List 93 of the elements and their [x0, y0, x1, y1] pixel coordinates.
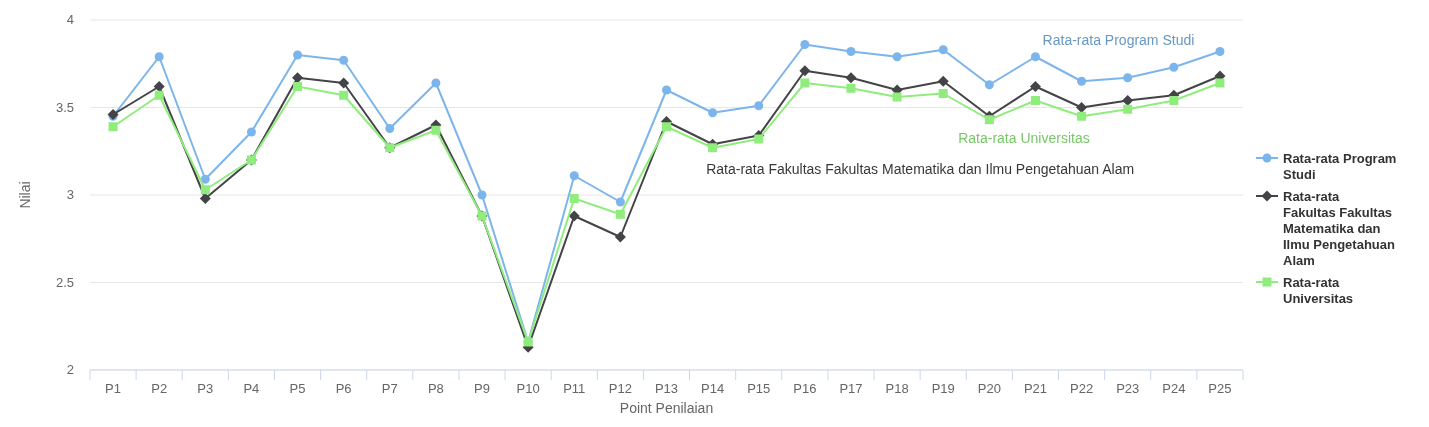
point [892, 52, 902, 62]
point [293, 82, 303, 91]
x-tick-label: P5 [289, 381, 306, 396]
y-tick-label: 2.5 [55, 274, 74, 290]
point [708, 143, 718, 153]
x-tick-label: P10 [516, 381, 540, 396]
x-tick-label: P4 [243, 381, 260, 396]
point [477, 190, 487, 200]
point [569, 194, 579, 203]
point [984, 80, 994, 90]
x-tick-label: P12 [608, 381, 632, 396]
point [431, 78, 441, 88]
annotation: Rata-rata Fakultas Fakultas Matematika dan Ilmu Pengetahuan Alam [706, 161, 1135, 177]
point [708, 108, 718, 118]
legend-label: Rata-rata Program Studi [1283, 150, 1397, 182]
point [200, 185, 210, 195]
x-tick-label: P3 [197, 381, 214, 396]
point [1030, 52, 1040, 62]
point [846, 83, 856, 93]
point [799, 65, 811, 77]
point [568, 210, 580, 222]
point [937, 75, 949, 87]
point [1122, 95, 1134, 106]
point [569, 171, 579, 181]
point [153, 81, 165, 92]
point [385, 124, 395, 133]
point [1077, 111, 1087, 121]
annotation: Rata-rata Universitas [958, 129, 1090, 146]
x-tick-label: P9 [474, 381, 490, 396]
x-tick-label: P24 [1162, 381, 1186, 396]
x-tick-label: P18 [885, 381, 909, 396]
x-tick-label: P8 [427, 381, 444, 396]
legend-label: Rata-rata Universitas [1283, 274, 1354, 306]
point [800, 78, 810, 88]
point [662, 122, 671, 132]
y-tick-label: 2 [66, 362, 74, 377]
point [154, 90, 164, 100]
y-tick-label: 3.5 [55, 99, 74, 115]
x-tick-label: P11 [563, 381, 586, 396]
x-tick-label: P19 [931, 381, 955, 396]
y-tick-label: 4 [66, 12, 74, 27]
point [1029, 81, 1041, 92]
point [1030, 96, 1040, 105]
point [615, 197, 625, 207]
point [938, 89, 948, 98]
y-axis-title: Nilai [17, 181, 33, 209]
point [1169, 62, 1179, 72]
point [614, 231, 626, 243]
x-tick-label: P25 [1208, 381, 1232, 396]
point [1077, 76, 1087, 86]
point [984, 115, 994, 125]
point [754, 134, 764, 144]
annotation: Rata-rata Program Studi [1042, 31, 1195, 48]
point [892, 92, 902, 102]
point [108, 122, 118, 132]
x-tick-label: P14 [701, 381, 725, 396]
point [338, 77, 350, 89]
point [1123, 104, 1133, 114]
point [615, 209, 625, 219]
point [293, 50, 303, 60]
point [845, 72, 857, 84]
point [339, 90, 349, 100]
x-axis-title: Point Penilaian [619, 400, 714, 416]
x-tick-label: P6 [335, 381, 352, 396]
point [1076, 102, 1088, 113]
point [339, 55, 349, 65]
point [1215, 47, 1225, 56]
point [938, 45, 948, 55]
point [662, 85, 671, 95]
y-tick-label: 3 [66, 187, 74, 202]
point [154, 52, 164, 62]
point [199, 193, 211, 204]
x-tick-label: P23 [1116, 381, 1140, 396]
point [431, 125, 441, 135]
x-tick-label: P13 [654, 381, 679, 396]
point [200, 174, 210, 184]
x-tick-label: P2 [151, 381, 168, 396]
x-tick-label: P17 [839, 381, 863, 396]
point [754, 101, 764, 111]
point [800, 40, 810, 49]
x-tick-label: P1 [105, 381, 122, 396]
x-tick-label: P15 [747, 381, 771, 396]
point [846, 47, 856, 56]
x-tick-label: P16 [793, 381, 817, 396]
legend-label: Rata-rata Fakultas Fakultas Matematika dan Ilmu Pengetahuan Alam [1283, 188, 1396, 268]
point [1215, 78, 1225, 88]
point [246, 127, 256, 137]
x-tick-label: P21 [1023, 381, 1048, 396]
x-tick-label: P20 [977, 381, 1001, 396]
point [1123, 73, 1133, 83]
x-tick-label: P7 [381, 381, 398, 396]
point [1169, 96, 1179, 105]
x-tick-label: P22 [1070, 381, 1094, 396]
